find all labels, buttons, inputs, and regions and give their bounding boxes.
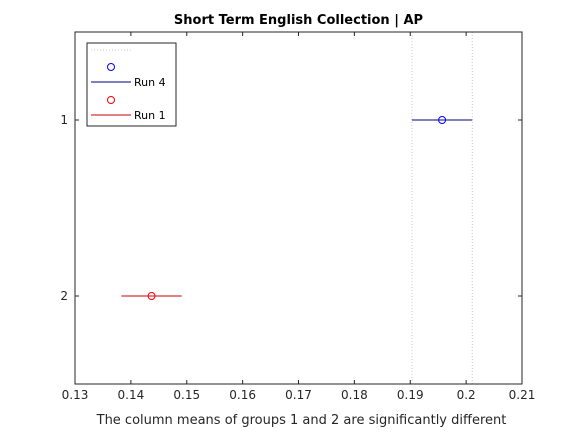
x-tick-label: 0.13	[62, 388, 89, 402]
legend-label-run-4: Run 4	[134, 76, 166, 89]
y-axis-ticks: 12	[60, 113, 522, 303]
y-tick-label: 1	[60, 113, 68, 127]
x-tick-label: 0.21	[509, 388, 536, 402]
series-marks	[121, 117, 472, 300]
legend-label-run-1: Run 1	[134, 109, 166, 122]
x-axis-label: The column means of groups 1 and 2 are s…	[96, 413, 507, 428]
x-tick-label: 0.17	[285, 388, 312, 402]
x-tick-label: 0.16	[229, 388, 256, 402]
x-tick-label: 0.14	[118, 388, 145, 402]
chart-title: Short Term English Collection | AP	[174, 13, 423, 28]
x-tick-label: 0.18	[341, 388, 368, 402]
x-tick-label: 0.19	[397, 388, 424, 402]
reference-lines	[412, 32, 472, 384]
legend: Run 4 Run 1	[87, 43, 176, 126]
y-tick-label: 2	[60, 289, 68, 303]
x-tick-label: 0.15	[173, 388, 200, 402]
x-tick-label: 0.2	[457, 388, 476, 402]
